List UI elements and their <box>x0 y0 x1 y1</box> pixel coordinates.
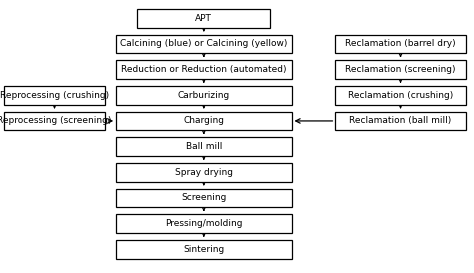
Text: Pressing/molding: Pressing/molding <box>165 219 243 228</box>
Text: Spray drying: Spray drying <box>175 168 233 177</box>
Text: Reclamation (screening): Reclamation (screening) <box>345 65 456 74</box>
FancyBboxPatch shape <box>116 189 292 207</box>
FancyBboxPatch shape <box>137 9 270 28</box>
Text: Reclamation (ball mill): Reclamation (ball mill) <box>349 117 452 125</box>
Text: Reduction or Reduction (automated): Reduction or Reduction (automated) <box>121 65 287 74</box>
FancyBboxPatch shape <box>116 60 292 79</box>
FancyBboxPatch shape <box>116 112 292 130</box>
FancyBboxPatch shape <box>116 86 292 105</box>
Text: Ball mill: Ball mill <box>186 142 222 151</box>
Text: Reclamation (crushing): Reclamation (crushing) <box>348 91 453 100</box>
Text: Carburizing: Carburizing <box>178 91 230 100</box>
Text: APT: APT <box>195 14 212 23</box>
Text: Charging: Charging <box>183 117 224 125</box>
FancyBboxPatch shape <box>336 112 465 130</box>
FancyBboxPatch shape <box>116 35 292 53</box>
FancyBboxPatch shape <box>116 137 292 156</box>
Text: Reprocessing (crushing): Reprocessing (crushing) <box>0 91 109 100</box>
Text: Sintering: Sintering <box>183 245 225 254</box>
FancyBboxPatch shape <box>4 86 105 105</box>
Text: Reclamation (barrel dry): Reclamation (barrel dry) <box>345 40 456 48</box>
FancyBboxPatch shape <box>336 35 465 53</box>
FancyBboxPatch shape <box>116 214 292 233</box>
Text: Calcining (blue) or Calcining (yellow): Calcining (blue) or Calcining (yellow) <box>120 40 288 48</box>
FancyBboxPatch shape <box>336 86 465 105</box>
FancyBboxPatch shape <box>336 60 465 79</box>
FancyBboxPatch shape <box>116 240 292 259</box>
FancyBboxPatch shape <box>4 112 105 130</box>
Text: Screening: Screening <box>181 194 227 202</box>
FancyBboxPatch shape <box>116 163 292 182</box>
Text: Reprocessing (screening): Reprocessing (screening) <box>0 117 112 125</box>
